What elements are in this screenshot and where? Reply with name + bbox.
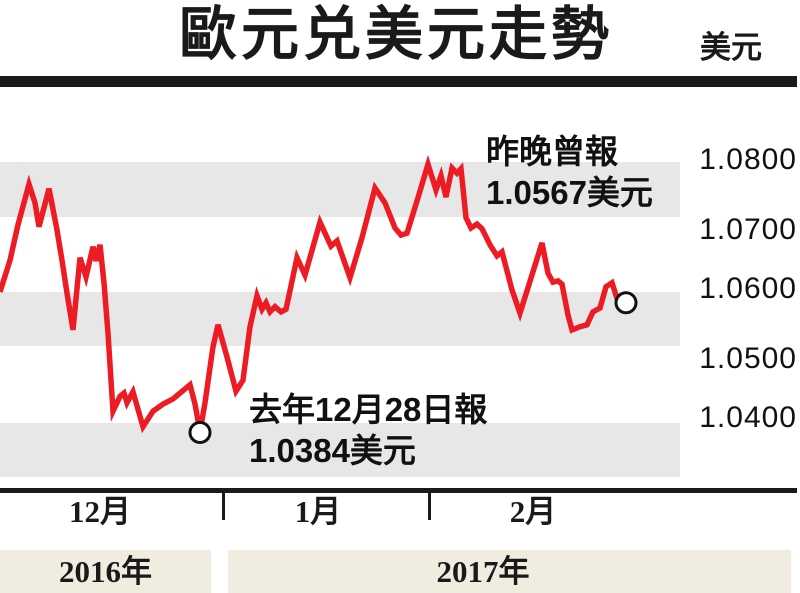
month-boundary-tick-2 [428,493,431,520]
y-tick-label-10700: 1.0700 [699,213,797,246]
price-line [0,154,626,434]
usd-unit-label: 美元 [700,30,762,65]
annotation-dec28-line1: 去年12月28日報 [249,391,488,428]
y-tick-label-10800: 1.0800 [699,143,797,176]
chart-title: 歐元兑美元走勢 [178,2,613,67]
marker-latest-price [614,291,638,315]
month-label-february: 2月 [509,494,557,529]
y-tick-label-10400: 1.0400 [699,401,797,434]
grid-stripe-3 [0,423,680,477]
annotation-latest-line2: 1.0567美元 [486,174,653,211]
y-tick-label-10600: 1.0600 [699,272,797,305]
year-label-2017: 2017年 [436,554,530,589]
y-tick-label-10500: 1.0500 [699,342,797,375]
annotation-dec28-line2: 1.0384美元 [249,432,416,469]
marker-dec28-low [188,421,212,444]
year-label-2016: 2016年 [59,554,152,589]
year-band-2017: 2017年 [228,550,791,593]
annotation-latest-line1: 昨晚曾報 [486,133,618,170]
title-rule-divider [0,76,797,87]
annotation-dec28: 去年12月28日報 1.0384美元 [249,389,487,471]
annotation-latest: 昨晚曾報 1.0567美元 [486,131,653,213]
price-chart-plot [0,154,638,444]
x-axis-line [0,488,797,493]
month-label-january: 1月 [294,494,342,529]
grid-stripe-1 [0,162,680,217]
month-label-december: 12月 [69,494,131,529]
month-boundary-tick-1 [222,493,225,520]
year-band-2016: 2016年 [0,550,211,593]
